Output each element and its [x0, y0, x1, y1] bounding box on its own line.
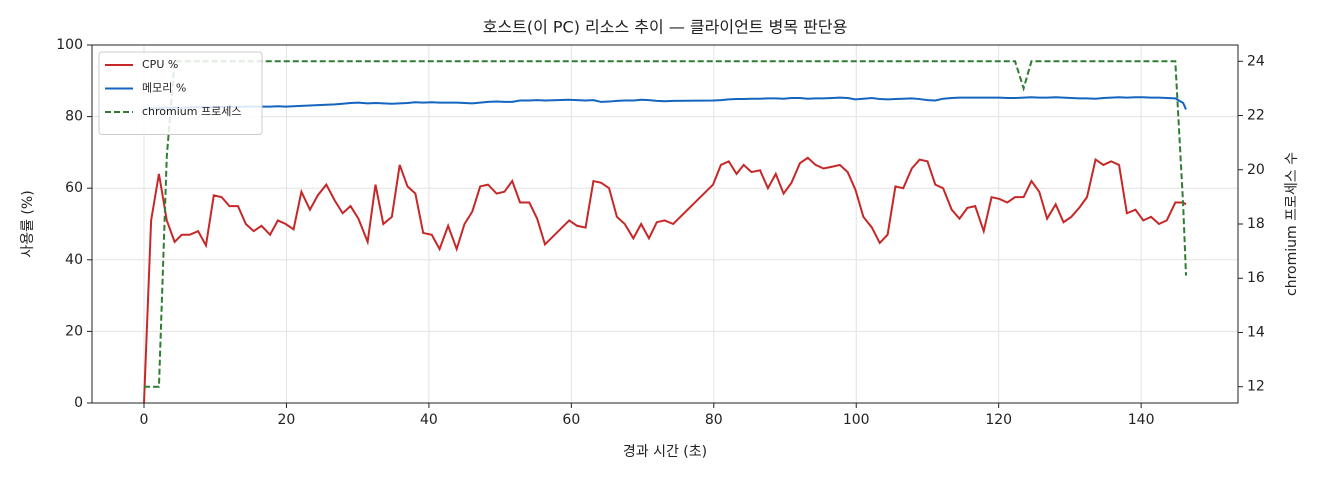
y-tick-label: 40: [65, 252, 83, 268]
x-tick-label: 140: [1128, 412, 1155, 428]
chart-title: 호스트(이 PC) 리소스 추이 — 클라이언트 병목 판단용: [483, 18, 848, 37]
y-axis-label: 사용률 (%): [20, 190, 36, 257]
x-tick-label: 20: [278, 412, 296, 428]
legend: CPU % 메모리 % chromium 프로세스: [98, 51, 263, 135]
legend-box: [98, 51, 263, 135]
y-tick-label: 80: [65, 109, 83, 125]
y2-tick-label: 14: [1247, 324, 1265, 340]
legend-label: CPU %: [142, 58, 178, 71]
y2-tick-label: 18: [1247, 216, 1265, 232]
x-tick-label: 0: [140, 412, 149, 428]
x-tick-label: 40: [420, 412, 438, 428]
x-tick-label: 100: [843, 412, 870, 428]
y-tick-label: 60: [65, 180, 83, 196]
y2-axis-label: chromium 프로세스 수: [1284, 152, 1300, 296]
y2-tick-label: 16: [1247, 270, 1265, 286]
y-tick-label: 100: [56, 37, 83, 53]
y2-tick-label: 24: [1247, 53, 1265, 69]
x-tick-label: 60: [562, 412, 580, 428]
legend-label: 메모리 %: [142, 82, 186, 95]
y2-tick-label: 20: [1247, 162, 1265, 178]
plot-frame: [91, 44, 1239, 404]
y-tick-label: 20: [65, 323, 83, 339]
x-axis-label: 경과 시간 (초): [623, 444, 707, 460]
y-tick-label: 0: [74, 395, 83, 411]
y2-tick-label: 12: [1247, 379, 1265, 395]
x-tick-label: 80: [705, 412, 723, 428]
legend-label: chromium 프로세스: [142, 105, 241, 118]
x-tick-label: 120: [985, 412, 1012, 428]
series-line: [143, 60, 1188, 388]
series-line: [142, 156, 1187, 404]
y2-tick-label: 22: [1247, 108, 1265, 124]
series-line: [143, 96, 1187, 111]
